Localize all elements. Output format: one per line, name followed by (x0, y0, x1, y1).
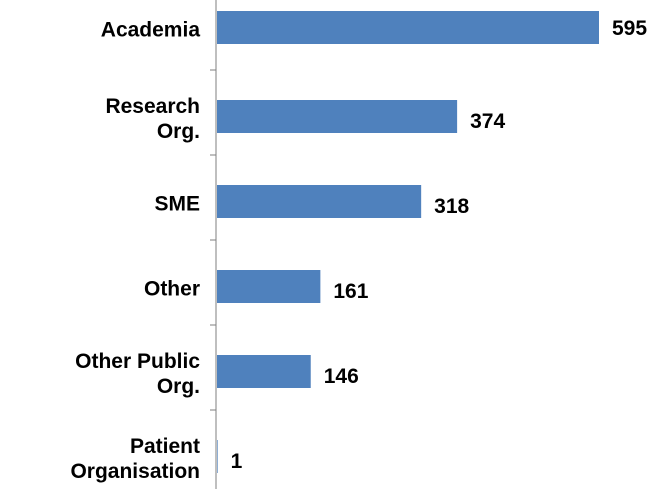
value-label: 595 (612, 17, 647, 40)
category-label: Academia (100, 18, 200, 41)
value-label: 318 (434, 195, 469, 218)
category-label: Patient Organisation (70, 434, 200, 483)
value-label: 146 (324, 365, 359, 388)
bar (217, 355, 311, 388)
value-label: 1 (231, 450, 243, 473)
bar (217, 11, 599, 44)
bar (217, 270, 321, 303)
bar (217, 440, 218, 473)
category-label: Other (143, 277, 200, 300)
bar (217, 100, 458, 133)
category-label: Research Org. (105, 94, 200, 143)
value-label: 374 (470, 110, 505, 133)
category-label: SME (154, 192, 200, 215)
bar (217, 185, 422, 218)
category-label: Other Public Org. (75, 349, 200, 398)
value-label: 161 (333, 280, 368, 303)
